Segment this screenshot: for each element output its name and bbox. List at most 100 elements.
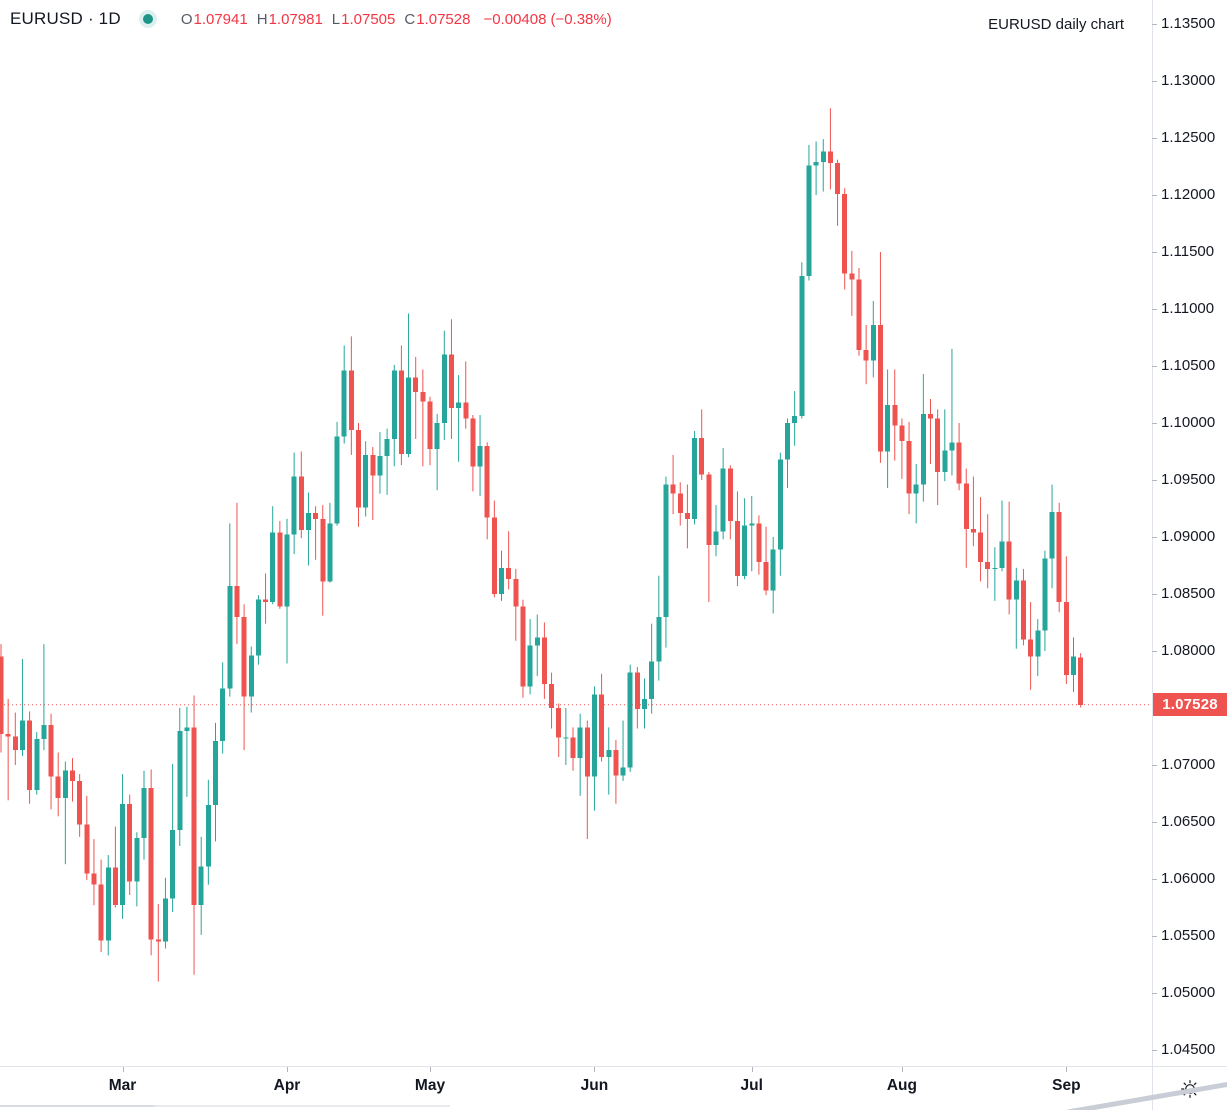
- candle-body-down: [734, 521, 740, 576]
- change-absolute: −0.00408: [483, 10, 547, 28]
- price-axis-label: 1.10500: [1161, 357, 1216, 374]
- candle-body-up: [406, 377, 412, 454]
- candlestick-canvas[interactable]: [0, 0, 1152, 1066]
- time-axis-tick: [287, 1067, 288, 1072]
- time-axis[interactable]: Mar Apr May Jun Jul Aug Sep: [0, 1067, 1152, 1110]
- candle-body-down: [877, 324, 883, 452]
- candle-body-up: [34, 738, 40, 791]
- price-axis[interactable]: 1.13500 1.13000 1.12500 1.12000 1.11500 1.110…: [1152, 0, 1227, 1066]
- candle-body-down: [484, 445, 490, 518]
- price-axis-tick: [1152, 137, 1157, 139]
- candle-body-down: [978, 532, 984, 563]
- candle-body-up: [141, 787, 147, 838]
- candle-body-up: [992, 567, 998, 569]
- candle-body-down: [1078, 657, 1084, 705]
- candle-body-down: [5, 734, 11, 737]
- high-label: H: [256, 10, 268, 28]
- chart-annotation: EURUSD daily chart: [988, 16, 1124, 33]
- candle-body-up: [920, 413, 926, 485]
- candle-body-up: [377, 456, 383, 476]
- price-axis-label: 1.12000: [1161, 186, 1216, 203]
- candle-body-up: [334, 436, 340, 524]
- candle-body-up: [627, 672, 633, 768]
- candle-body-up: [41, 725, 47, 739]
- candle-body-up: [777, 459, 783, 550]
- candle-body-up: [742, 525, 748, 576]
- change-percent: (−0.38%): [550, 10, 612, 28]
- candle-body-down: [91, 873, 97, 885]
- candle-body-down: [48, 725, 54, 777]
- candle-body-up: [1042, 558, 1048, 631]
- candle-body-up: [441, 354, 447, 423]
- settings-gear-icon[interactable]: [1179, 1078, 1201, 1100]
- symbol-interval-separator: ·: [88, 9, 94, 28]
- price-axis-label: 1.13000: [1161, 72, 1216, 89]
- time-axis-label-mar: Mar: [108, 1077, 137, 1094]
- candle-body-down: [1006, 541, 1012, 600]
- price-axis-tick: [1152, 80, 1157, 82]
- time-axis-label-jun: Jun: [580, 1077, 609, 1094]
- candle-body-down: [613, 750, 619, 776]
- time-axis-separator: [0, 1066, 1227, 1067]
- price-axis-tick: [1152, 821, 1157, 823]
- market-status-dot[interactable]: [138, 10, 157, 28]
- candle-body-down: [463, 402, 469, 419]
- candle-body-down: [398, 370, 404, 454]
- candle-body-up: [291, 476, 297, 535]
- candle-body-down: [127, 803, 133, 882]
- candle-body-up: [620, 767, 626, 776]
- candle-body-up: [170, 829, 176, 899]
- candle-body-down: [84, 824, 90, 874]
- candle-body-up: [227, 586, 233, 689]
- time-axis-label-apr: Apr: [273, 1077, 301, 1094]
- candle-body-down: [1028, 639, 1034, 657]
- candle-body-down: [935, 418, 941, 473]
- candle-body-down: [348, 370, 354, 430]
- candle-body-down: [727, 468, 733, 522]
- price-axis-tick: [1152, 365, 1157, 367]
- price-axis-label: 1.04500: [1161, 1041, 1216, 1058]
- time-axis-tick: [1066, 1067, 1068, 1072]
- candle-body-up: [220, 688, 226, 742]
- candle-body-down: [670, 484, 676, 494]
- price-axis-label: 1.11500: [1161, 243, 1215, 260]
- time-axis-label-may: May: [414, 1077, 446, 1094]
- candle-body-up: [1013, 580, 1019, 600]
- candle-body-up: [499, 567, 504, 594]
- candle-body-down: [98, 884, 104, 941]
- candle-body-up: [663, 484, 669, 617]
- price-axis-label: 1.08500: [1161, 585, 1216, 602]
- symbol-name[interactable]: EURUSD: [10, 9, 83, 28]
- candle-body-down: [520, 606, 526, 687]
- candle-body-up: [434, 423, 440, 450]
- candle-body-down: [413, 377, 419, 393]
- price-axis-label: 1.10000: [1161, 414, 1216, 431]
- candle-body-up: [749, 523, 755, 526]
- price-axis-tick: [1152, 251, 1157, 253]
- price-axis-label: 1.06000: [1161, 870, 1216, 887]
- candle-body-up: [19, 720, 25, 751]
- candle-body-down: [963, 483, 969, 530]
- time-axis-label-jul: Jul: [740, 1077, 763, 1094]
- candle-body-up: [642, 698, 647, 710]
- candle-body-up: [120, 803, 126, 906]
- time-axis-tick: [901, 1067, 903, 1072]
- candle-body-up: [942, 450, 948, 473]
- candle-body-up: [656, 616, 662, 662]
- candle-body-down: [892, 404, 898, 426]
- candle-body-up: [184, 727, 190, 731]
- candle-body-down: [928, 413, 933, 419]
- candle-body-up: [1035, 630, 1041, 657]
- candle-body-down: [985, 562, 991, 569]
- candle-body-up: [534, 637, 540, 646]
- open-value: 1.07941: [193, 10, 248, 28]
- candle-body-down: [112, 867, 118, 906]
- time-axis-tick: [122, 1067, 124, 1072]
- interval-label[interactable]: 1D: [98, 9, 121, 28]
- candle-body-up: [270, 532, 276, 602]
- price-axis-label: 1.05000: [1161, 984, 1216, 1001]
- candle-body-up: [213, 741, 218, 805]
- time-axis-label-sep: Sep: [1052, 1077, 1081, 1094]
- low-value: 1.07505: [341, 10, 396, 28]
- candle-body-down: [1063, 601, 1069, 675]
